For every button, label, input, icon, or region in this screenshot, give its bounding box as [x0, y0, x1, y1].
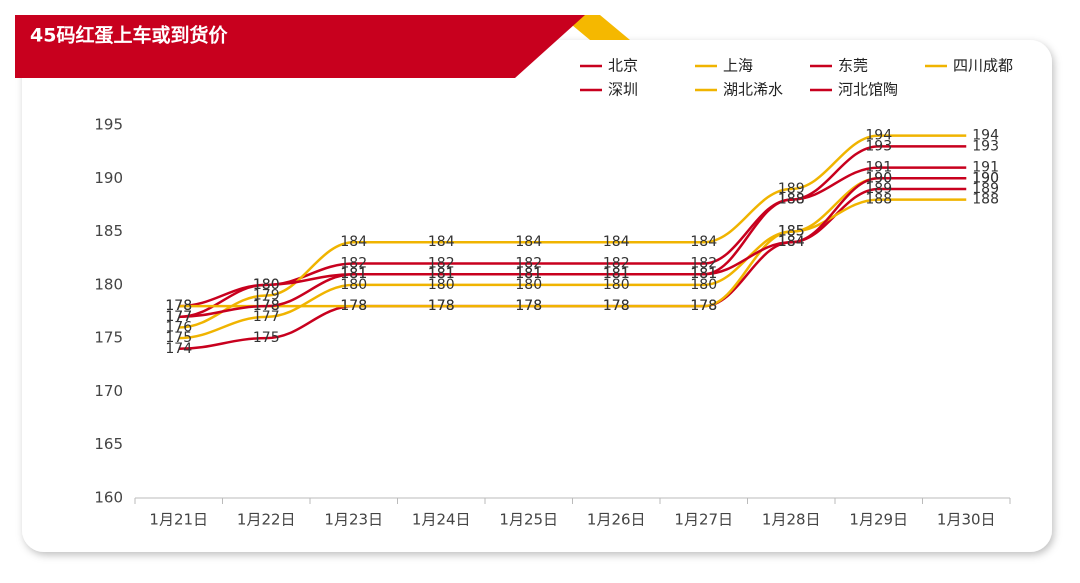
value-label: 182: [603, 256, 630, 272]
value-label: 178: [690, 298, 717, 314]
value-label: 178: [253, 298, 280, 314]
value-label: 193: [972, 138, 999, 154]
value-label: 188: [865, 192, 892, 208]
value-label: 184: [690, 234, 717, 250]
series-line: [178, 198, 967, 308]
value-label: 191: [865, 160, 892, 176]
value-label: 178: [340, 298, 367, 314]
value-label: 181: [428, 266, 455, 282]
value-label: 188: [778, 192, 805, 208]
x-tick-label: 1月30日: [937, 511, 996, 529]
y-tick-label: 175: [94, 329, 123, 347]
series-line: [178, 145, 967, 319]
value-label: 177: [253, 309, 280, 325]
x-tick-label: 1月26日: [587, 511, 646, 529]
value-label: 181: [603, 266, 630, 282]
value-label: 184: [340, 234, 367, 250]
legend-label: 四川成都: [953, 57, 1013, 75]
value-label: 193: [865, 138, 892, 154]
value-label: 189: [865, 181, 892, 197]
value-label: 190: [972, 170, 999, 186]
value-label: 181: [690, 266, 717, 282]
x-tick-label: 1月28日: [762, 511, 821, 529]
value-label: 184: [603, 234, 630, 250]
value-label: 194: [865, 128, 892, 144]
value-label: 175: [165, 330, 192, 346]
x-tick-label: 1月22日: [237, 511, 296, 529]
value-label: 180: [515, 277, 542, 293]
x-tick-label: 1月29日: [849, 511, 908, 529]
series-line: [178, 134, 967, 329]
value-label: 174: [165, 341, 192, 357]
value-label: 180: [603, 277, 630, 293]
y-tick-label: 160: [94, 489, 123, 507]
value-label: 184: [778, 234, 805, 250]
value-label: 182: [515, 256, 542, 272]
legend-label: 东莞: [838, 57, 868, 75]
banner: [15, 15, 585, 78]
value-label: 178: [428, 298, 455, 314]
value-label: 180: [340, 277, 367, 293]
value-label: 190: [865, 170, 892, 186]
value-label: 189: [972, 181, 999, 197]
legend-label: 北京: [608, 57, 638, 75]
value-label: 191: [972, 160, 999, 176]
value-label: 185: [778, 224, 805, 240]
series-line: [178, 177, 967, 319]
value-label: 180: [690, 277, 717, 293]
value-label: 184: [515, 234, 542, 250]
value-label: 181: [340, 266, 367, 282]
y-tick-label: 185: [94, 222, 123, 240]
legend-label: 河北馆陶: [838, 81, 898, 99]
y-tick-label: 190: [94, 169, 123, 187]
value-label: 179: [253, 288, 280, 304]
y-tick-label: 165: [94, 435, 123, 453]
value-label: 184: [428, 234, 455, 250]
value-label: 178: [603, 298, 630, 314]
value-label: 182: [690, 256, 717, 272]
y-tick-label: 170: [94, 382, 123, 400]
x-tick-label: 1月27日: [674, 511, 733, 529]
card: [22, 40, 1052, 552]
legend-label: 深圳: [608, 81, 638, 99]
legend-label: 湖北浠水: [723, 81, 783, 99]
x-tick-label: 1月21日: [149, 511, 208, 529]
value-label: 177: [165, 309, 192, 325]
value-label: 182: [428, 256, 455, 272]
series-line: [178, 177, 967, 340]
value-label: 194: [972, 128, 999, 144]
x-tick-label: 1月25日: [499, 511, 558, 529]
value-label: 182: [340, 256, 367, 272]
value-label: 180: [253, 277, 280, 293]
value-label: 178: [515, 298, 542, 314]
value-label: 175: [253, 330, 280, 346]
y-tick-label: 180: [94, 275, 123, 293]
value-label: 178: [165, 298, 192, 314]
value-label: 189: [778, 181, 805, 197]
value-label: 176: [165, 319, 192, 335]
value-label: 190: [972, 170, 999, 186]
x-tick-label: 1月23日: [324, 511, 383, 529]
y-tick-label: 195: [94, 116, 123, 134]
chart-title: 45码红蛋上车或到货价: [30, 24, 228, 47]
value-label: 180: [428, 277, 455, 293]
value-label: 181: [515, 266, 542, 282]
value-label: 188: [972, 192, 999, 208]
legend-label: 上海: [723, 57, 753, 75]
x-tick-label: 1月24日: [412, 511, 471, 529]
